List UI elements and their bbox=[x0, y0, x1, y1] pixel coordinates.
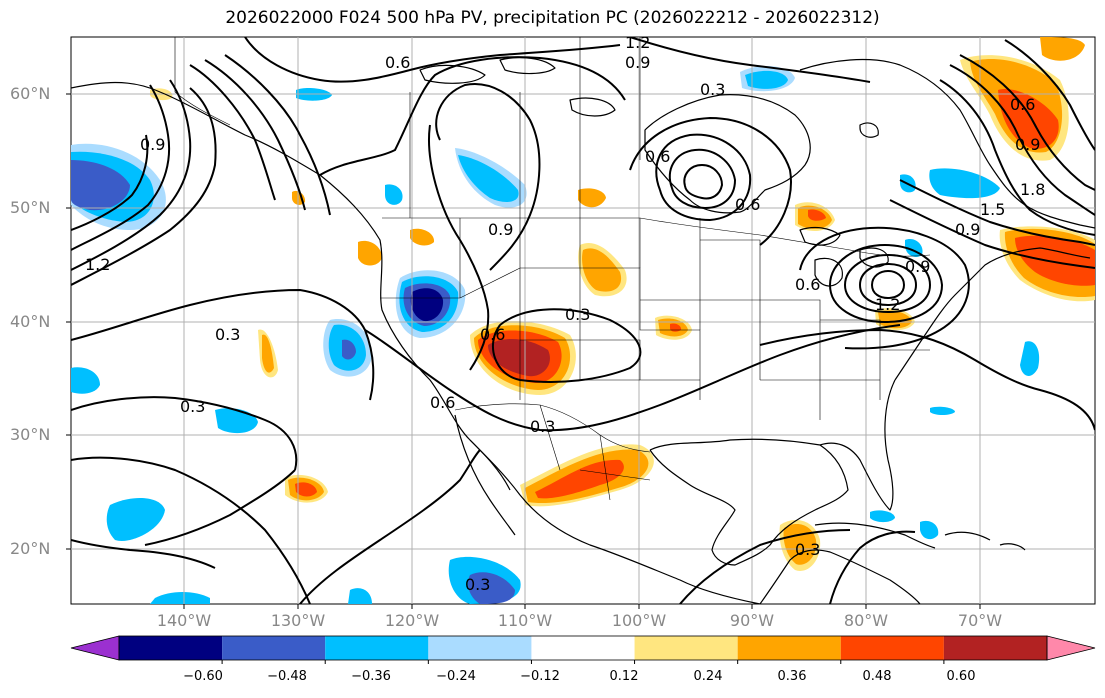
colorbar-tick-label: −0.36 bbox=[351, 669, 391, 684]
contour-label: 0.9 bbox=[488, 220, 513, 239]
contour-label: 0.3 bbox=[565, 305, 590, 324]
contour-label: 0.6 bbox=[430, 393, 455, 412]
lon-label: 100°W bbox=[611, 611, 667, 630]
lon-label: 110°W bbox=[497, 611, 553, 630]
contour-label: 0.9 bbox=[1015, 135, 1040, 154]
precip-blob bbox=[578, 188, 606, 208]
pv-contours bbox=[71, 37, 1095, 604]
precip-blob bbox=[920, 520, 939, 540]
lon-label: 140°W bbox=[156, 611, 212, 630]
contour-label: 0.3 bbox=[465, 575, 490, 594]
contour-label: 0.6 bbox=[385, 53, 410, 72]
colorbar-tick-label: 0.24 bbox=[693, 669, 723, 684]
precip-blob bbox=[930, 406, 955, 415]
precip-blob bbox=[150, 592, 210, 604]
contour-label: 0.6 bbox=[1010, 95, 1035, 114]
lon-label: 120°W bbox=[384, 611, 440, 630]
colorbar-extend-high bbox=[1046, 635, 1096, 661]
precip-blob bbox=[808, 209, 826, 221]
contour-label: 0.9 bbox=[140, 135, 165, 154]
colorbar bbox=[70, 635, 1096, 664]
contour-label: 0.6 bbox=[480, 325, 505, 344]
precip-blob bbox=[929, 168, 1000, 199]
contour-label: 1.2 bbox=[875, 295, 900, 314]
precip-blob bbox=[488, 338, 550, 377]
contour-label: 0.9 bbox=[955, 220, 980, 239]
colorbar-segment bbox=[325, 636, 429, 660]
precip-blob bbox=[745, 70, 788, 89]
precip-blob bbox=[295, 482, 317, 497]
colorbar-tick-label: −0.60 bbox=[183, 669, 223, 684]
contour-label: 1.2 bbox=[625, 33, 650, 52]
lat-label: 60°N bbox=[10, 84, 51, 103]
lat-label: 50°N bbox=[10, 198, 51, 217]
colorbar-outline bbox=[118, 635, 1048, 661]
contour-label: 0.3 bbox=[530, 417, 555, 436]
contour-label: 0.9 bbox=[625, 53, 650, 72]
precip-blob bbox=[358, 240, 382, 266]
colorbar-segment bbox=[428, 636, 532, 660]
precip-blob bbox=[385, 184, 403, 205]
precip-blob bbox=[71, 160, 130, 211]
lon-label: 80°W bbox=[843, 611, 889, 630]
precip-blob bbox=[670, 323, 682, 332]
contour-label: 0.3 bbox=[700, 80, 725, 99]
colorbar-tick-label: 0.48 bbox=[862, 669, 892, 684]
precip-shading bbox=[71, 37, 1095, 604]
precip-blob bbox=[1040, 37, 1085, 61]
precip-blob bbox=[878, 310, 912, 329]
precip-blob bbox=[410, 288, 444, 322]
precip-blob bbox=[348, 588, 372, 604]
precip-blob bbox=[468, 572, 515, 604]
colorbar-segment bbox=[634, 636, 738, 660]
colorbar-tick-label: 0.36 bbox=[777, 669, 807, 684]
colorbar-segment bbox=[840, 636, 944, 660]
colorbar-segment bbox=[222, 636, 326, 660]
lat-label: 20°N bbox=[10, 539, 51, 558]
colorbar-segment bbox=[737, 636, 841, 660]
colorbar-segment bbox=[119, 636, 223, 660]
contour-label: 0.6 bbox=[795, 275, 820, 294]
precip-blob bbox=[998, 89, 1059, 149]
contour-label: 0.3 bbox=[180, 397, 205, 416]
precip-blob bbox=[71, 367, 100, 394]
precip-blob bbox=[458, 155, 519, 202]
precip-blob bbox=[106, 498, 165, 541]
precip-blob bbox=[1020, 341, 1040, 376]
colorbar-tick-label: 0.12 bbox=[609, 669, 639, 684]
colorbar-extend-low bbox=[70, 635, 120, 661]
colorbar-segment bbox=[531, 636, 635, 660]
colorbar-tick-label: 0.60 bbox=[946, 669, 976, 684]
contour-label: 1.2 bbox=[85, 255, 110, 274]
colorbar-tick-label: −0.48 bbox=[267, 669, 307, 684]
contour-label: 0.6 bbox=[735, 195, 760, 214]
axis-ticks bbox=[66, 93, 981, 609]
precip-blob bbox=[262, 334, 274, 373]
contour-label: 0.3 bbox=[215, 325, 240, 344]
lat-lon-grid bbox=[71, 37, 1095, 604]
lon-label: 130°W bbox=[270, 611, 326, 630]
precip-blob bbox=[535, 459, 624, 499]
lat-label: 30°N bbox=[10, 425, 51, 444]
contour-label: 1.5 bbox=[980, 200, 1005, 219]
lon-label: 90°W bbox=[729, 611, 775, 630]
contour-label: 1.8 bbox=[1020, 180, 1045, 199]
colorbar-tick-label: −0.24 bbox=[436, 669, 476, 684]
contour-label: 0.3 bbox=[795, 540, 820, 559]
precip-blob bbox=[342, 339, 356, 360]
precip-blob bbox=[582, 248, 622, 292]
precip-blob bbox=[870, 510, 895, 523]
colorbar-segment bbox=[943, 636, 1047, 660]
contour-label: 0.9 bbox=[905, 257, 930, 276]
lat-label: 40°N bbox=[10, 312, 51, 331]
map-title: 2026022000 F024 500 hPa PV, precipitatio… bbox=[225, 8, 880, 28]
colorbar-tick-label: −0.12 bbox=[520, 669, 560, 684]
contour-label: 0.6 bbox=[645, 147, 670, 166]
precip-blob bbox=[410, 228, 435, 246]
lon-label: 70°W bbox=[957, 611, 1003, 630]
